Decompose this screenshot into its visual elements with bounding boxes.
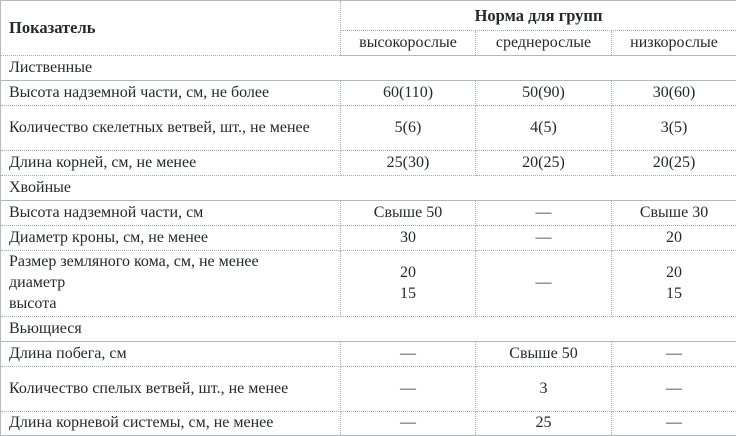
cell-value: 20 15 — [612, 251, 736, 317]
cell-value: — — [612, 342, 736, 367]
cell-value: 4(5) — [476, 106, 612, 151]
cell-value: 50(90) — [476, 81, 612, 106]
section-row-deciduous: Лиственные — [1, 56, 736, 81]
row-label: Размер земляного кома, см, не менее диам… — [1, 251, 341, 317]
table-row: Размер земляного кома, см, не менее диам… — [1, 251, 736, 317]
row-label: Количество спелых ветвей, шт., не менее — [1, 367, 341, 412]
table-row: Длина побега, см — Свыше 50 — — [1, 342, 736, 367]
header-row-1: Показатель Норма для групп — [1, 1, 736, 31]
section-title: Лиственные — [1, 56, 736, 81]
section-row-coniferous: Хвойные — [1, 176, 736, 201]
table-row: Количество скелетных ветвей, шт., не мен… — [1, 106, 736, 151]
subcol-header-tall: высокорослые — [341, 31, 476, 56]
cell-value: — — [476, 201, 612, 226]
cell-value: — — [612, 412, 736, 436]
subcol-header-short: низкорослые — [612, 31, 736, 56]
section-title: Вьющиеся — [1, 317, 736, 342]
cell-value: — — [476, 251, 612, 317]
table-row: Высота надземной части, см Свыше 50 — Св… — [1, 201, 736, 226]
cell-value: — — [341, 342, 476, 367]
cell-value: 25 — [476, 412, 612, 436]
row-label: Высота надземной части, см, не более — [1, 81, 341, 106]
row-label: Длина корневой системы, см, не менее — [1, 412, 341, 436]
cell-value: Свыше 30 — [612, 201, 736, 226]
row-label: Длина побега, см — [1, 342, 341, 367]
row-label: Высота надземной части, см — [1, 201, 341, 226]
table-row: Высота надземной части, см, не более 60(… — [1, 81, 736, 106]
cell-value: 3 — [476, 367, 612, 412]
table-row: Длина корней, см, не менее 25(30) 20(25)… — [1, 151, 736, 176]
row-label: Диаметр кроны, см, не менее — [1, 226, 341, 251]
cell-value: 5(6) — [341, 106, 476, 151]
indicator-column-header: Показатель — [1, 1, 341, 56]
cell-value: 3(5) — [612, 106, 736, 151]
cell-value: 25(30) — [341, 151, 476, 176]
cell-value: 30(60) — [612, 81, 736, 106]
section-row-climbing: Вьющиеся — [1, 317, 736, 342]
table-row: Количество спелых ветвей, шт., не менее … — [1, 367, 736, 412]
subcol-header-medium: среднерослые — [476, 31, 612, 56]
cell-value: Свыше 50 — [341, 201, 476, 226]
table-row: Длина корневой системы, см, не менее — 2… — [1, 412, 736, 436]
cell-value: — — [341, 412, 476, 436]
cell-value: — — [341, 367, 476, 412]
cell-value: 20 15 — [341, 251, 476, 317]
section-title: Хвойные — [1, 176, 736, 201]
group-norm-header: Норма для групп — [341, 1, 736, 31]
cell-value: — — [476, 226, 612, 251]
cell-value: — — [612, 367, 736, 412]
table-row: Диаметр кроны, см, не менее 30 — 20 — [1, 226, 736, 251]
cell-value: 20(25) — [612, 151, 736, 176]
row-label: Длина корней, см, не менее — [1, 151, 341, 176]
cell-value: 20 — [612, 226, 736, 251]
cell-value: 20(25) — [476, 151, 612, 176]
cell-value: Свыше 50 — [476, 342, 612, 367]
cell-value: 60(110) — [341, 81, 476, 106]
cell-value: 30 — [341, 226, 476, 251]
row-label: Количество скелетных ветвей, шт., не мен… — [1, 106, 341, 151]
